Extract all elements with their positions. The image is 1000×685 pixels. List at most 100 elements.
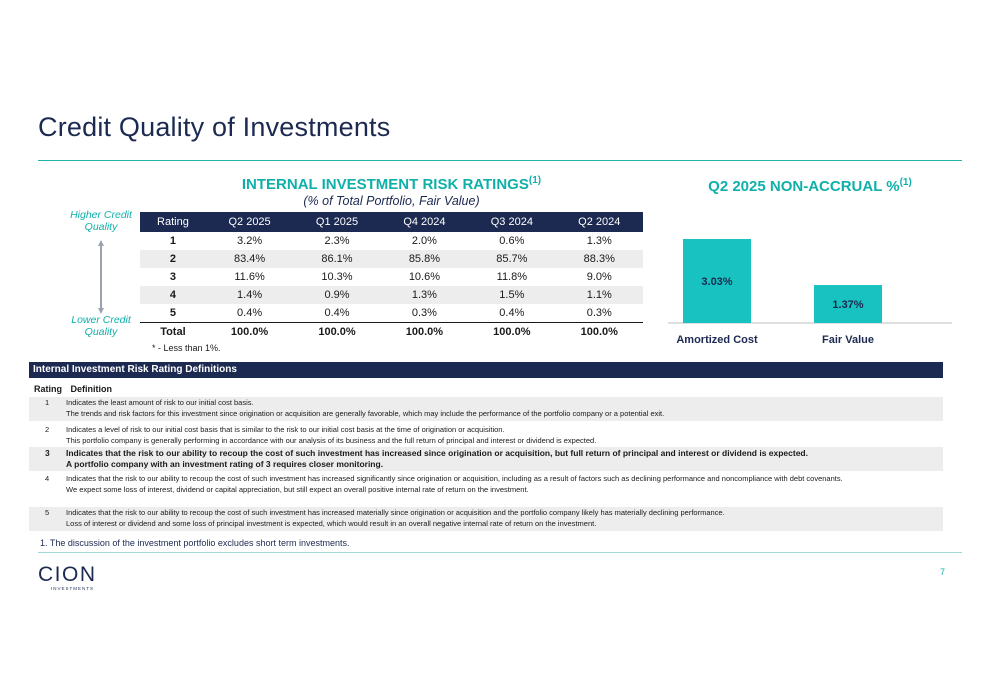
value-cell: 0.9% <box>293 286 381 304</box>
value-cell: 1.5% <box>468 286 556 304</box>
bar-value-label: 1.37% <box>832 299 863 311</box>
value-cell: 9.0% <box>586 271 612 283</box>
definition-line: This portfolio company is generally perf… <box>66 435 597 445</box>
definition-num: 4 <box>45 474 50 483</box>
definition-num: 5 <box>45 508 50 517</box>
total-label-cell: Total <box>140 322 206 341</box>
definition-line: Indicates that the risk to our ability t… <box>66 448 808 458</box>
page-number: 7 <box>939 567 945 577</box>
value-cell: 0.4% <box>499 307 525 319</box>
table-row: 3 11.6% 10.3% 10.6% 11.8% 9.0% <box>140 268 643 286</box>
value-cell: 0.3% <box>586 307 612 319</box>
col-header: Q1 2025 <box>293 212 381 232</box>
value-cell: 10.3% <box>321 271 353 283</box>
bar-fair-value <box>814 285 882 323</box>
bar-value-label: 3.03% <box>701 276 732 288</box>
table-row: 2 83.4% 86.1% 85.8% 85.7% 88.3% <box>140 250 643 268</box>
table-header-row: Rating Q2 2025 Q1 2025 Q4 2024 Q3 2024 Q… <box>140 212 643 232</box>
definition-line: Loss of interest or dividend and some lo… <box>66 518 597 528</box>
category-label: Amortized Cost <box>676 334 758 346</box>
chart-title-text: Q2 2025 NON-ACCRUAL % <box>708 178 900 195</box>
category-label: Fair Value <box>822 334 874 346</box>
definition-num: 2 <box>45 425 50 434</box>
chart-title: Q2 2025 NON-ACCRUAL %(1) <box>660 177 960 195</box>
rating-cell: 3 <box>169 271 176 283</box>
value-cell: 10.6% <box>408 271 441 283</box>
definition-row-3: 3 Indicates that the risk to our ability… <box>29 447 943 471</box>
title-divider <box>38 160 962 161</box>
rating-cell: 2 <box>140 250 206 268</box>
total-cell: 100.0% <box>293 322 381 341</box>
table-row: 4 1.4% 0.9% 1.3% 1.5% 1.1% <box>140 286 643 304</box>
table-total-row: Total 100.0% 100.0% 100.0% 100.0% 100.0% <box>140 322 643 341</box>
page-title: Credit Quality of Investments <box>38 112 391 142</box>
total-cell: 100.0% <box>468 322 556 341</box>
total-cell: 100.0% <box>380 322 469 341</box>
definition-line: Indicates the least amount of risk to ou… <box>66 398 254 407</box>
value-cell: 2.3% <box>324 235 350 247</box>
logo-subtext: INVESTMENTS <box>51 586 94 591</box>
definition-row-4: 4 Indicates that the risk to our ability… <box>29 473 943 507</box>
ratings-title: INTERNAL INVESTMENT RISK RATINGS(1) <box>140 175 643 193</box>
risk-ratings-table: Rating Q2 2025 Q1 2025 Q4 2024 Q3 2024 Q… <box>140 212 643 341</box>
table-row: 1 3.2% 2.3% 2.0% 0.6% 1.3% <box>140 232 643 250</box>
value-cell: 0.3% <box>411 307 437 319</box>
non-accrual-bar-chart: 3.03% Amortized Cost 1.37% Fair Value <box>668 239 952 346</box>
value-cell: 11.8% <box>496 271 528 283</box>
value-cell: 86.1% <box>293 250 381 268</box>
definition-line: A portfolio company with an investment r… <box>66 459 384 469</box>
col-header: Rating <box>140 212 206 232</box>
rating-cell: 1 <box>169 235 176 247</box>
footer-divider <box>38 552 962 553</box>
bar-amortized-cost <box>683 239 751 323</box>
definitions-columns: Rating Definition <box>34 384 118 394</box>
value-cell: 1.4% <box>205 286 294 304</box>
value-cell: 85.8% <box>380 250 469 268</box>
lower-credit-label: Lower Credit Quality <box>71 314 131 338</box>
ratings-subtitle: (% of Total Portfolio, Fair Value) <box>303 194 480 208</box>
rating-cell: 4 <box>140 286 206 304</box>
value-cell: 1.1% <box>555 286 643 304</box>
col-header: Q3 2024 <box>468 212 556 232</box>
value-cell: 3.2% <box>237 235 263 247</box>
definition-line: The trends and risk factors for this inv… <box>66 408 665 418</box>
definition-line: Indicates that the risk to our ability t… <box>66 508 725 517</box>
value-cell: 2.0% <box>411 235 437 247</box>
definition-row-2: 2 Indicates a level of risk to our initi… <box>29 424 943 448</box>
ratings-title-sup: (1) <box>528 175 542 186</box>
definition-num: 1 <box>45 398 50 407</box>
value-cell: 0.4% <box>237 307 263 319</box>
value-cell: 1.3% <box>380 286 469 304</box>
definition-line: We expect some loss of interest, dividen… <box>66 484 529 494</box>
footnote: 1. The discussion of the investment port… <box>40 538 350 548</box>
value-cell: 83.4% <box>205 250 294 268</box>
definition-line: Indicates a level of risk to our initial… <box>66 425 505 434</box>
value-cell: 88.3% <box>555 250 643 268</box>
table-row: 5 0.4% 0.4% 0.3% 0.4% 0.3% <box>140 304 643 323</box>
value-cell: 0.4% <box>324 307 350 319</box>
col-rating-label: Rating <box>34 384 62 394</box>
quality-arrow-icon <box>98 240 104 314</box>
value-cell: 1.3% <box>586 235 612 247</box>
definitions-header: Internal Investment Risk Rating Definiti… <box>29 362 943 378</box>
definition-row-5: 5 Indicates that the risk to our ability… <box>29 507 943 531</box>
ratings-title-text: INTERNAL INVESTMENT RISK RATINGS <box>241 176 529 193</box>
definition-num: 3 <box>45 448 50 458</box>
value-cell: 0.6% <box>499 235 525 247</box>
col-definition-label: Definition <box>70 384 113 394</box>
col-header: Q2 2025 <box>205 212 294 232</box>
chart-title-sup: (1) <box>899 177 912 188</box>
definition-line: Indicates that the risk to our ability t… <box>66 474 843 483</box>
total-cell: 100.0% <box>555 322 643 341</box>
logo-text: CION <box>38 563 97 586</box>
value-cell: 85.7% <box>468 250 556 268</box>
value-cell: 11.6% <box>234 271 265 283</box>
total-cell: 100.0% <box>205 322 294 341</box>
definition-row-1: 1 Indicates the least amount of risk to … <box>29 397 943 421</box>
col-header: Q4 2024 <box>380 212 469 232</box>
col-header: Q2 2024 <box>555 212 643 232</box>
cion-logo: CION INVESTMENTS <box>38 563 97 591</box>
rating-cell: 5 <box>169 307 176 319</box>
less-than-note: * - Less than 1%. <box>152 343 221 353</box>
higher-credit-label: Higher Credit Quality <box>70 209 132 233</box>
